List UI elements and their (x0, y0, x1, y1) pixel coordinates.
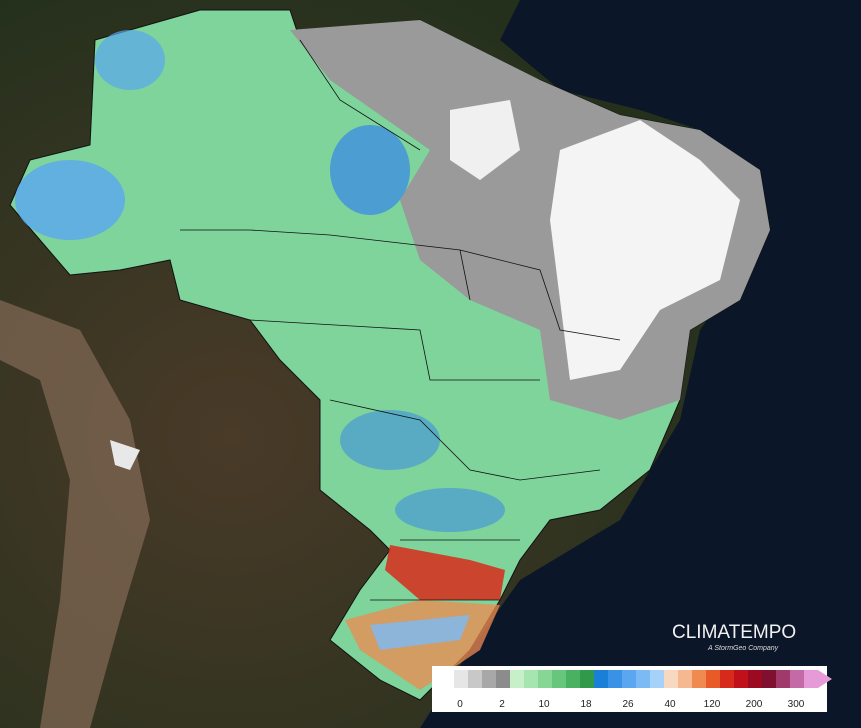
legend-swatch (776, 670, 790, 688)
legend-label: 18 (580, 699, 592, 710)
legend-swatch (608, 670, 622, 688)
legend-swatch (566, 670, 580, 688)
rain-area (340, 410, 440, 470)
heavy-rain-area (385, 545, 505, 600)
legend-label: 26 (622, 699, 634, 710)
no-rain-area (450, 100, 520, 180)
rain-area (395, 488, 505, 532)
legend-label: 40 (664, 699, 676, 710)
legend-swatch (734, 670, 748, 688)
legend-arrow (818, 670, 832, 688)
legend-label: 300 (788, 699, 805, 710)
legend-swatch (454, 670, 468, 688)
legend-swatch (692, 670, 706, 688)
legend-swatch (664, 670, 678, 688)
rain-area (15, 160, 125, 240)
legend-label: 10 (538, 699, 550, 710)
legend-swatch (482, 670, 496, 688)
brand-tagline: A StormGeo Company (708, 645, 779, 652)
legend-swatch (678, 670, 692, 688)
snow (110, 440, 140, 470)
legend-swatch (804, 670, 818, 688)
legend-swatch (538, 670, 552, 688)
legend-label: 0 (457, 699, 463, 710)
legend-swatch (748, 670, 762, 688)
no-rain-area (550, 120, 740, 380)
legend-label: 2 (499, 699, 505, 710)
legend-swatch (594, 670, 608, 688)
rain-area (95, 30, 165, 90)
legend-swatch (580, 670, 594, 688)
legend-swatch (706, 670, 720, 688)
legend-swatch (496, 670, 510, 688)
rain-area (330, 125, 410, 215)
legend-swatch (440, 670, 454, 688)
rain-area (370, 615, 470, 650)
brand-name: CLIMATEMPO (672, 622, 797, 643)
legend-swatch (468, 670, 482, 688)
legend-swatch (650, 670, 664, 688)
legend-swatch (720, 670, 734, 688)
legend-swatch (762, 670, 776, 688)
legend-swatch (636, 670, 650, 688)
legend: 0 2 10 18 26 40 120 200 300 (432, 666, 832, 712)
legend-swatch (790, 670, 804, 688)
legend-swatch (510, 670, 524, 688)
legend-swatch (622, 670, 636, 688)
state-borders (180, 39, 621, 601)
andes (0, 300, 150, 728)
legend-label: 120 (704, 699, 721, 710)
legend-label: 200 (746, 699, 763, 710)
legend-swatch (552, 670, 566, 688)
legend-swatch (524, 670, 538, 688)
